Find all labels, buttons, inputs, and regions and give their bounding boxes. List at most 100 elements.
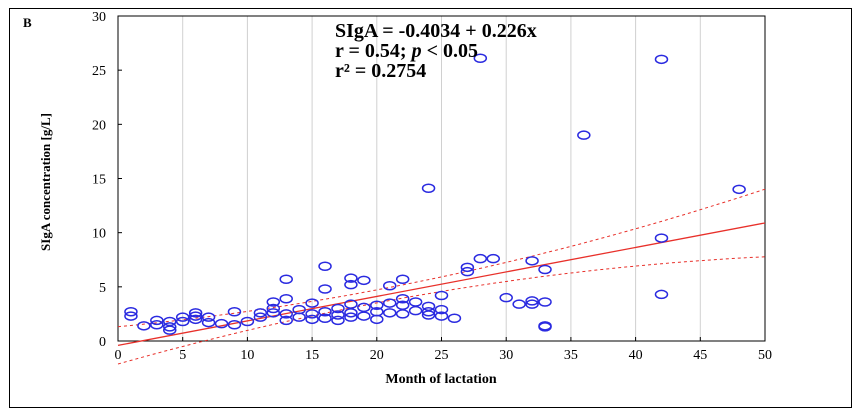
data-point <box>318 313 332 323</box>
data-point <box>460 262 475 273</box>
data-point <box>538 297 552 307</box>
x-tick-label: 40 <box>629 348 643 363</box>
data-point <box>382 298 397 308</box>
data-point <box>421 310 436 320</box>
data-point <box>137 321 151 331</box>
data-point <box>421 307 436 317</box>
data-point <box>175 312 190 322</box>
data-point <box>124 307 138 317</box>
data-point <box>732 184 746 195</box>
y-tick-label: 25 <box>92 64 106 79</box>
data-point <box>370 300 384 310</box>
y-tick-label: 5 <box>99 281 106 296</box>
data-point <box>279 294 293 304</box>
x-tick-label: 25 <box>435 348 449 363</box>
axis-ticks: 0 5 10 15 20 25 30 35 40 45 50 0 5 10 15 20 25 30 <box>92 10 772 363</box>
data-point <box>525 299 539 309</box>
data-point <box>395 274 410 284</box>
data-point <box>577 130 591 140</box>
data-point <box>331 310 345 320</box>
data-point <box>253 312 268 322</box>
x-tick-label: 35 <box>564 348 578 363</box>
x-tick-label: 0 <box>115 348 122 363</box>
x-tick-label: 30 <box>499 348 513 363</box>
data-point <box>434 304 449 315</box>
x-tick-label: 45 <box>693 348 707 363</box>
data-point <box>654 54 669 65</box>
data-point <box>201 317 216 328</box>
data-point <box>150 320 164 330</box>
data-point <box>473 253 488 264</box>
data-point <box>344 279 358 290</box>
data-point <box>395 309 410 319</box>
data-point <box>370 314 384 325</box>
data-point <box>357 302 371 313</box>
data-point <box>163 325 177 335</box>
data-point <box>305 298 319 308</box>
data-point <box>305 309 319 319</box>
data-point <box>279 309 293 319</box>
data-point <box>382 308 397 318</box>
data-point <box>292 312 306 322</box>
data-point <box>538 264 552 275</box>
data-point <box>279 274 293 284</box>
data-point <box>266 308 281 318</box>
data-point <box>473 53 488 63</box>
y-tick-label: 30 <box>92 10 106 25</box>
data-point <box>382 281 397 291</box>
data-point <box>253 308 268 318</box>
data-point <box>512 299 526 309</box>
correlation-label: r = 0.54; p < 0.05 <box>335 40 478 62</box>
data-point <box>214 318 229 329</box>
data-point <box>331 303 345 314</box>
confidence-band-upper <box>117 188 766 328</box>
r-squared-label: r² = 0.2754 <box>335 60 426 82</box>
y-tick-label: 0 <box>99 335 106 350</box>
x-axis-label: Month of lactation <box>385 372 496 387</box>
fit-line <box>117 222 766 347</box>
data-point <box>460 266 475 277</box>
data-point <box>538 322 552 332</box>
data-point <box>408 297 423 307</box>
y-axis-label: SIgA concentration [g/L] <box>38 113 53 251</box>
data-point <box>395 294 410 304</box>
panel-letter: B <box>23 15 32 30</box>
data-point <box>266 303 281 314</box>
data-point <box>525 296 539 306</box>
data-point <box>421 183 436 193</box>
figure-frame: B <box>9 8 852 408</box>
data-point <box>163 322 177 332</box>
data-point <box>318 284 332 294</box>
data-point <box>486 253 501 264</box>
data-point <box>499 292 513 303</box>
data-points <box>124 53 746 335</box>
data-point <box>318 307 332 317</box>
y-tick-label: 15 <box>92 173 106 188</box>
x-tick-label: 5 <box>179 348 186 363</box>
x-tick-label: 15 <box>305 348 319 363</box>
x-tick-label: 20 <box>370 348 384 363</box>
data-point <box>266 297 281 307</box>
data-point <box>357 311 371 321</box>
data-point <box>525 256 539 266</box>
data-point <box>305 314 319 325</box>
y-tick-label: 10 <box>92 227 106 242</box>
data-point <box>201 312 216 322</box>
data-point <box>654 289 669 300</box>
data-point <box>227 307 242 317</box>
data-point <box>175 316 190 327</box>
data-point <box>344 273 358 283</box>
data-point <box>344 308 358 318</box>
x-tick-label: 10 <box>240 348 254 363</box>
data-point <box>331 315 345 326</box>
data-point <box>188 314 203 325</box>
equation-label: SIgA = -0.4034 + 0.226x <box>335 20 537 42</box>
data-point <box>292 304 306 315</box>
data-point <box>357 275 371 286</box>
data-point <box>408 305 423 316</box>
data-point <box>447 313 462 323</box>
data-point <box>150 315 164 326</box>
data-point <box>188 311 203 321</box>
y-tick-label: 20 <box>92 118 106 133</box>
data-point <box>188 308 203 318</box>
